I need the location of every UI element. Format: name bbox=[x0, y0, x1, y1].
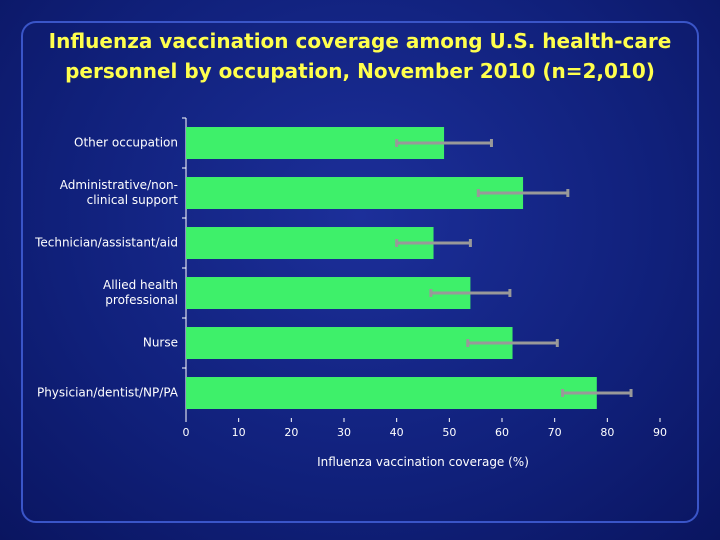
x-tick-label: 90 bbox=[653, 426, 667, 439]
bar bbox=[186, 277, 471, 309]
bar bbox=[186, 177, 524, 209]
bar bbox=[186, 227, 434, 259]
x-tick-label: 10 bbox=[232, 426, 246, 439]
x-axis-label: Influenza vaccination coverage (%) bbox=[317, 455, 529, 469]
category-label: Allied health professional bbox=[102, 278, 178, 307]
error-bar bbox=[429, 289, 512, 297]
x-tick-label: 0 bbox=[183, 426, 190, 439]
x-tick-label: 40 bbox=[390, 426, 404, 439]
x-tick-label: 30 bbox=[337, 426, 351, 439]
bar bbox=[186, 327, 513, 359]
category-label: Nurse bbox=[142, 335, 178, 350]
error-bar bbox=[476, 189, 570, 197]
x-tick-label: 20 bbox=[284, 426, 298, 439]
category-label: Administrative/non-clinical support bbox=[59, 178, 178, 207]
category-label: Physician/dentist/NP/PA bbox=[36, 385, 178, 400]
chart-title: Influenza vaccination coverage among U.S… bbox=[48, 29, 672, 83]
panel-border bbox=[21, 21, 699, 523]
x-tick-label: 80 bbox=[600, 426, 614, 439]
error-bar bbox=[561, 389, 633, 397]
error-bar bbox=[395, 139, 493, 147]
category-label: Technician/assistant/aid bbox=[35, 235, 178, 250]
bar bbox=[186, 377, 597, 409]
error-bar bbox=[395, 239, 472, 247]
x-tick-label: 60 bbox=[495, 426, 509, 439]
x-tick-label: 50 bbox=[442, 426, 456, 439]
category-label: Other occupation bbox=[74, 135, 178, 150]
error-bar bbox=[466, 339, 559, 347]
x-tick-label: 70 bbox=[548, 426, 562, 439]
